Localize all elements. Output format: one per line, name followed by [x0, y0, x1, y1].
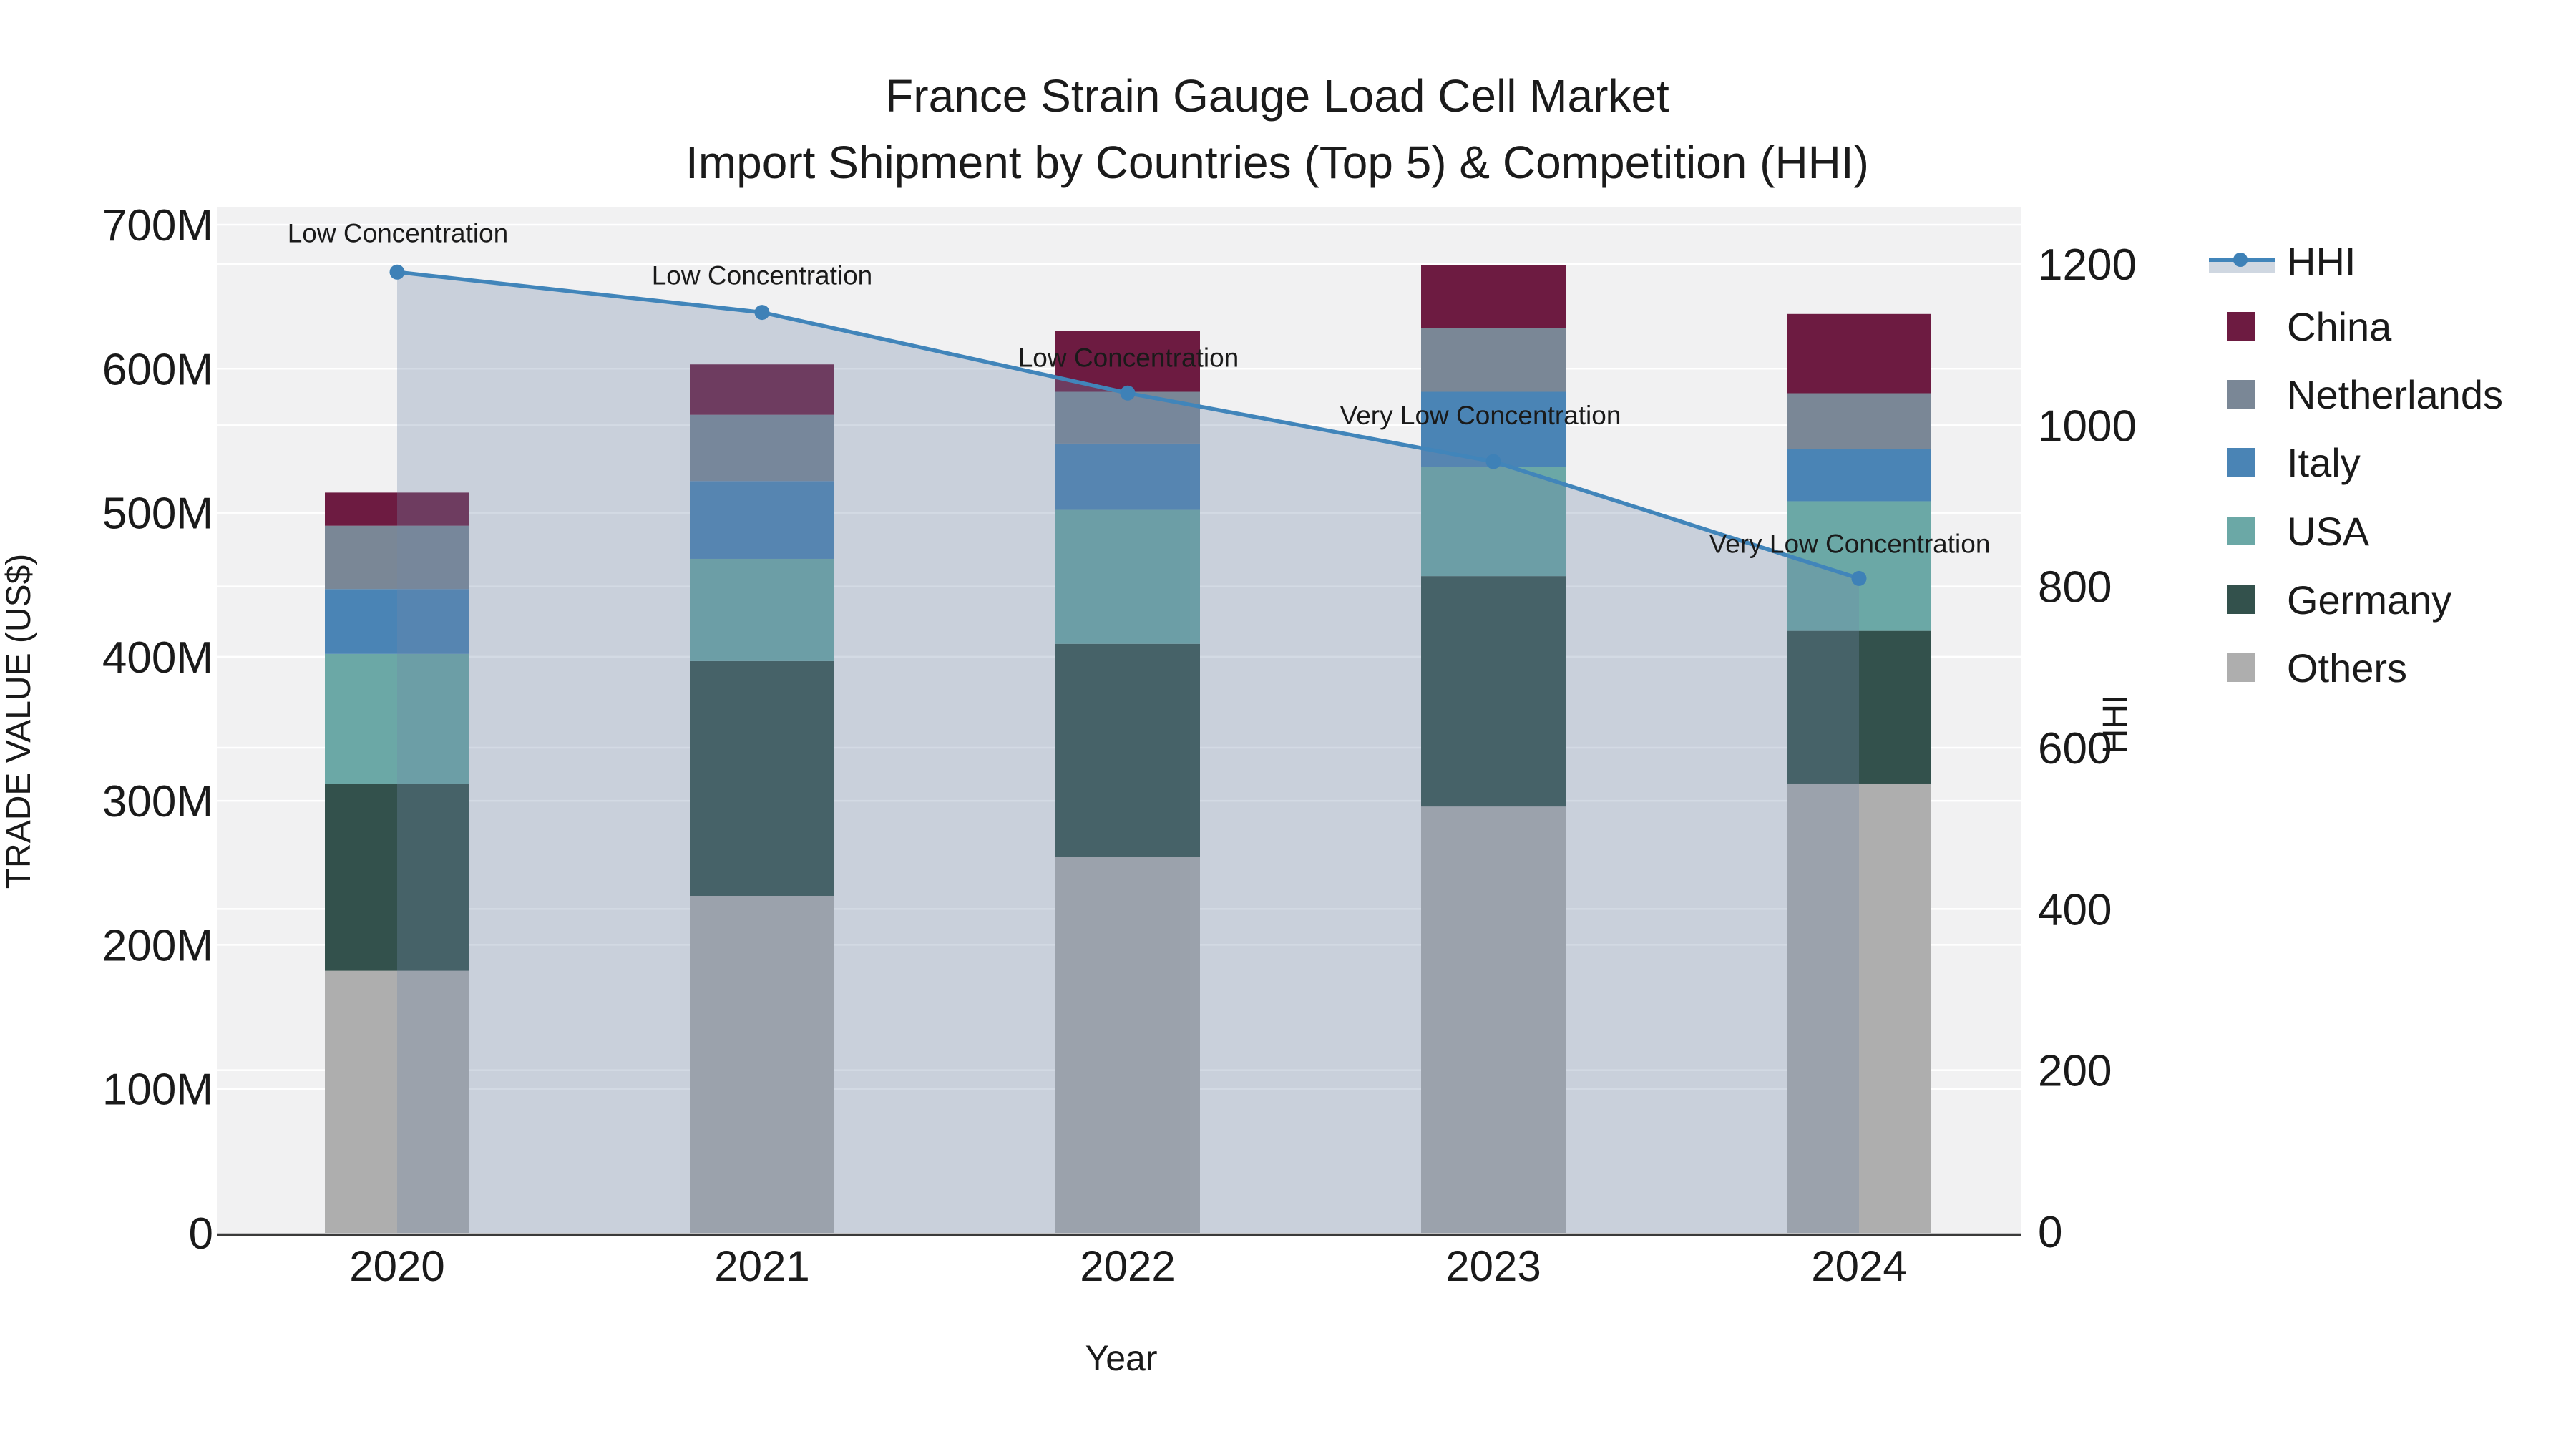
- bar-segment-usa-2021: [690, 558, 834, 661]
- chart-title-line1: France Strain Gauge Load Cell Market: [885, 70, 1669, 122]
- legend-swatch-china: [2227, 312, 2255, 341]
- legend-swatch-germany: [2227, 585, 2255, 614]
- bar-segment-others-2023: [1421, 806, 1566, 1233]
- bar-segment-netherlands-2024: [1787, 393, 1931, 450]
- bar-segment-netherlands-2021: [690, 414, 834, 482]
- bar-segment-usa-2024: [1787, 501, 1931, 631]
- bar-segment-others-2022: [1055, 857, 1200, 1233]
- bar-segment-others-2024: [1787, 783, 1931, 1233]
- legend-label-usa: USA: [2287, 509, 2370, 554]
- annotation-2022: Low Concentration: [1018, 343, 1239, 372]
- right-tick-200: 200: [2038, 1047, 2112, 1096]
- bar-segment-italy-2020: [325, 589, 469, 654]
- bar-segment-netherlands-2023: [1421, 328, 1566, 392]
- legend-item-others: Others: [2227, 645, 2407, 691]
- legend-item-usa: USA: [2227, 509, 2370, 554]
- right-tick-600: 600: [2038, 724, 2112, 774]
- left-tick-200M: 200M: [102, 921, 213, 970]
- right-tick-800: 800: [2038, 563, 2112, 613]
- x-tick-2021: 2021: [714, 1242, 809, 1290]
- right-tick-0: 0: [2038, 1208, 2062, 1257]
- bar-segment-usa-2023: [1421, 467, 1566, 577]
- hhi-marker-2023: [1485, 454, 1501, 469]
- x-tick-2020: 2020: [349, 1242, 444, 1290]
- legend-item-germany: Germany: [2227, 577, 2451, 623]
- legend-swatch-netherlands: [2227, 380, 2255, 409]
- bar-segment-others-2021: [690, 895, 834, 1233]
- left-tick-500M: 500M: [102, 489, 213, 539]
- legend-label-hhi: HHI: [2287, 239, 2356, 284]
- hhi-marker-2024: [1851, 570, 1867, 586]
- left-tick-400M: 400M: [102, 633, 213, 683]
- legend-label-china: China: [2287, 304, 2392, 349]
- chart-title: France Strain Gauge Load Cell Market Imp…: [0, 63, 2555, 196]
- bar-segment-china-2021: [690, 364, 834, 415]
- right-axis-title: HHI: [2097, 695, 2135, 754]
- bar-segment-germany-2024: [1787, 630, 1931, 784]
- bar-segment-italy-2024: [1787, 449, 1931, 502]
- left-tick-600M: 600M: [102, 345, 213, 394]
- x-tick-2023: 2023: [1445, 1242, 1541, 1290]
- annotation-2021: Low Concentration: [652, 261, 873, 291]
- bar-segment-others-2020: [325, 970, 469, 1233]
- hhi-marker-2020: [389, 264, 405, 280]
- bar-segment-germany-2021: [690, 660, 834, 896]
- legend-label-germany: Germany: [2287, 577, 2451, 623]
- bar-segment-china-2024: [1787, 313, 1931, 394]
- bar-segment-usa-2022: [1055, 509, 1200, 644]
- bar-segment-germany-2020: [325, 783, 469, 971]
- chart-title-line2: Import Shipment by Countries (Top 5) & C…: [686, 136, 1869, 188]
- hhi-marker-2021: [754, 305, 770, 321]
- legend-hhi-area-swatch: [2209, 262, 2275, 273]
- right-tick-400: 400: [2038, 885, 2112, 935]
- left-tick-100M: 100M: [102, 1065, 213, 1115]
- x-tick-2024: 2024: [1811, 1242, 1906, 1290]
- x-axis-title: Year: [1085, 1338, 1157, 1378]
- bar-segment-usa-2020: [325, 653, 469, 784]
- x-tick-2022: 2022: [1080, 1242, 1175, 1290]
- hhi-area-fill: [397, 272, 1859, 1234]
- hhi-marker-2022: [1120, 385, 1136, 401]
- legend-label-italy: Italy: [2287, 440, 2361, 485]
- left-tick-300M: 300M: [102, 777, 213, 826]
- annotation-2024: Very Low Concentration: [1709, 529, 1991, 558]
- right-tick-1000: 1000: [2038, 401, 2137, 451]
- bar-segment-germany-2023: [1421, 576, 1566, 807]
- legend-label-netherlands: Netherlands: [2287, 372, 2503, 417]
- legend-swatch-italy: [2227, 448, 2255, 477]
- legend-label-others: Others: [2287, 645, 2407, 691]
- left-tick-0: 0: [189, 1209, 213, 1259]
- legend-item-hhi: HHI: [2209, 239, 2356, 284]
- legend-item-italy: Italy: [2227, 440, 2361, 485]
- left-axis-title: TRADE VALUE (US$): [0, 554, 38, 889]
- legend-item-china: China: [2227, 304, 2392, 349]
- bar-segment-china-2023: [1421, 265, 1566, 328]
- bar-segment-italy-2022: [1055, 443, 1200, 510]
- bar-segment-china-2020: [325, 492, 469, 526]
- legend-swatch-others: [2227, 653, 2255, 682]
- legend-item-netherlands: Netherlands: [2227, 372, 2503, 417]
- bar-segment-netherlands-2020: [325, 525, 469, 590]
- left-tick-700M: 700M: [102, 201, 213, 250]
- legend-swatch-usa: [2227, 517, 2255, 545]
- right-tick-1200: 1200: [2038, 240, 2137, 290]
- bar-segment-germany-2022: [1055, 643, 1200, 857]
- annotation-2023: Very Low Concentration: [1340, 401, 1621, 430]
- legend-hhi-marker-icon: [2233, 253, 2248, 267]
- annotation-2020: Low Concentration: [288, 218, 509, 248]
- bar-segment-italy-2021: [690, 481, 834, 559]
